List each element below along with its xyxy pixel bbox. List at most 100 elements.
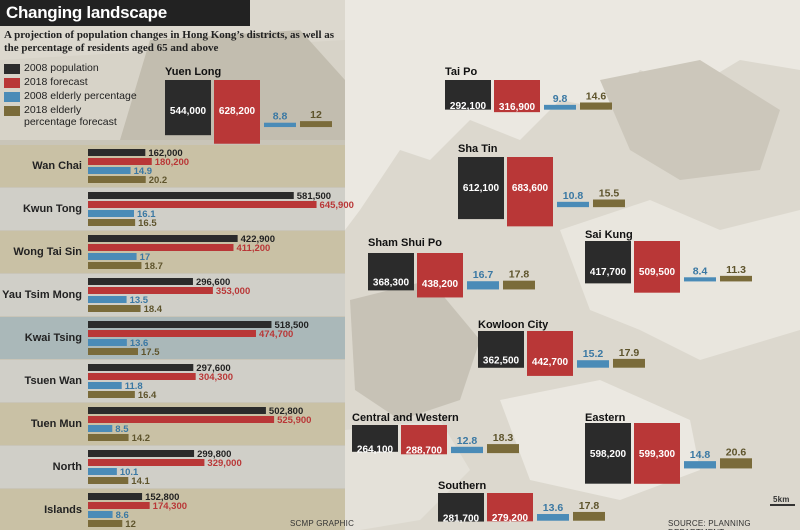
category-label: Tsuen Wan	[25, 375, 83, 387]
bar-population-2008	[88, 149, 146, 156]
data-label: 10.1	[120, 467, 139, 478]
bar-forecast-2018	[507, 157, 553, 227]
data-label: 581,500	[297, 191, 331, 202]
bar-population-2008	[88, 192, 294, 199]
bar-forecast-2018	[494, 80, 540, 113]
bar-population-2008	[458, 157, 504, 220]
bar-elderly-2018	[88, 305, 141, 312]
data-label: 14.1	[131, 476, 150, 487]
data-label: 279,200	[492, 513, 529, 524]
data-label: 180,200	[155, 157, 189, 168]
data-label: 11.3	[726, 264, 746, 276]
category-label: Yau Tsim Mong	[2, 289, 82, 301]
bar-elderly-2008	[88, 210, 134, 217]
data-label: 502,800	[269, 406, 303, 417]
bar-elderly-2018	[720, 275, 752, 282]
district-name: Central and Western	[352, 412, 459, 424]
bar-elderly-2018	[88, 520, 123, 527]
category-label: Tuen Mun	[31, 418, 82, 430]
legend-label: 2018 forecast	[24, 76, 88, 88]
bar-forecast-2018	[487, 493, 533, 522]
data-label: 288,700	[406, 446, 443, 457]
bar-elderly-2008	[684, 277, 716, 282]
data-label: 264,100	[357, 444, 394, 455]
district-name: Sha Tin	[458, 143, 498, 155]
data-label: 438,200	[422, 279, 459, 290]
district-name: Eastern	[585, 412, 626, 424]
category-label: Wan Chai	[32, 160, 82, 172]
bar-elderly-2008	[537, 514, 569, 521]
data-label: 299,800	[197, 449, 231, 460]
category-label: Islands	[44, 504, 82, 516]
data-label: 12	[310, 109, 322, 121]
bar-forecast-2018	[634, 241, 680, 293]
title-bar: Changing landscape	[0, 0, 250, 26]
data-label: 599,300	[639, 449, 676, 460]
bar-elderly-2008	[467, 281, 499, 290]
data-label: 353,000	[216, 286, 250, 297]
data-label: 304,300	[199, 372, 233, 383]
bar-forecast-2018	[88, 201, 317, 208]
category-label: Wong Tai Sin	[13, 246, 82, 258]
data-label: 15.2	[583, 348, 604, 360]
data-label: 628,200	[219, 106, 256, 117]
data-label: 16.4	[138, 390, 157, 401]
bar-elderly-2018	[88, 348, 138, 355]
bar-elderly-2008	[684, 461, 716, 469]
scale-label: 5km	[773, 495, 790, 504]
data-label: 152,800	[145, 492, 179, 503]
bar-elderly-2018	[88, 219, 136, 226]
data-label: 297,600	[196, 363, 230, 374]
data-label: 518,500	[274, 320, 308, 331]
data-label: 17.9	[619, 347, 640, 359]
credit-right: SOURCE: PLANNING DEPARTMENT	[668, 519, 751, 530]
bar-elderly-2018	[88, 477, 129, 484]
row-band	[0, 489, 345, 530]
data-label: 13.6	[543, 502, 564, 514]
bar-forecast-2018	[88, 459, 205, 466]
bar-population-2008	[445, 80, 491, 110]
bar-population-2008	[88, 278, 193, 285]
data-label: 296,600	[196, 277, 230, 288]
district-name: Kowloon City	[478, 319, 549, 331]
legend-label: 2008 population	[24, 62, 99, 74]
district-name: Sham Shui Po	[368, 237, 442, 249]
bar-forecast-2018	[88, 244, 234, 251]
bar-population-2008	[478, 331, 524, 368]
bar-elderly-2018	[613, 358, 645, 368]
bar-forecast-2018	[417, 253, 463, 298]
data-label: 18.4	[144, 304, 163, 315]
subtitle: A projection of population changes in Ho…	[4, 29, 335, 54]
bar-elderly-2008	[88, 296, 127, 303]
bar-forecast-2018	[88, 330, 256, 337]
data-label: 417,700	[590, 267, 627, 278]
bar-forecast-2018	[401, 425, 447, 455]
legend-swatch	[4, 106, 20, 116]
data-label: 8.4	[693, 265, 708, 277]
bar-forecast-2018	[88, 287, 213, 294]
bar-population-2008	[165, 80, 211, 136]
bar-forecast-2018	[88, 373, 196, 380]
legend-swatch	[4, 92, 20, 102]
bar-population-2008	[88, 450, 195, 457]
data-label: 14.2	[132, 433, 151, 444]
data-label: 17.5	[141, 347, 160, 358]
bar-elderly-2018	[503, 280, 535, 290]
data-label: 8.5	[115, 424, 129, 435]
data-label: 645,900	[320, 200, 354, 211]
district-name: Yuen Long	[165, 66, 221, 78]
data-label: 13.6	[130, 338, 149, 349]
bar-elderly-2018	[573, 511, 605, 521]
bar-forecast-2018	[214, 80, 260, 144]
data-label: 18.7	[144, 261, 163, 272]
data-label: 174,300	[153, 501, 187, 512]
data-label: 544,000	[170, 106, 207, 117]
data-label: 16.7	[473, 269, 494, 281]
bar-population-2008	[438, 493, 484, 522]
data-label: 8.8	[273, 111, 288, 123]
bar-forecast-2018	[88, 502, 150, 509]
data-label: 16.1	[137, 209, 156, 220]
data-label: 11.8	[125, 381, 143, 392]
bar-elderly-2018	[487, 444, 519, 454]
